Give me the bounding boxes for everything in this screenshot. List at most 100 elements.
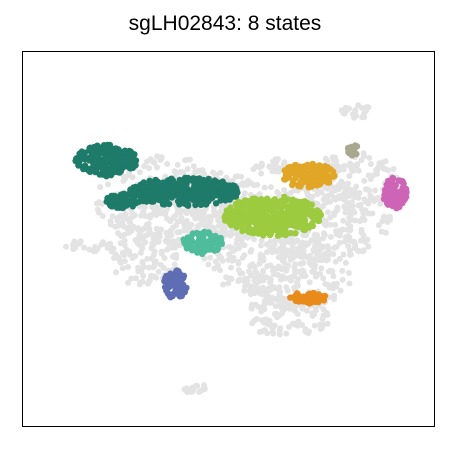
background-point bbox=[366, 154, 373, 161]
background-point bbox=[329, 268, 336, 275]
background-point bbox=[258, 170, 265, 177]
background-point bbox=[302, 326, 309, 333]
background-point bbox=[324, 245, 331, 252]
background-point bbox=[311, 322, 318, 329]
background-point bbox=[283, 284, 290, 291]
state-8-point bbox=[305, 291, 312, 298]
background-point bbox=[362, 198, 369, 205]
background-point bbox=[299, 267, 306, 274]
background-point bbox=[220, 281, 227, 288]
background-point bbox=[267, 276, 274, 283]
state-1-point bbox=[147, 184, 154, 191]
state-4-point bbox=[394, 203, 401, 210]
state-6-point bbox=[211, 247, 218, 254]
background-point bbox=[324, 158, 331, 165]
background-point bbox=[268, 283, 275, 290]
state-2-point bbox=[283, 203, 290, 210]
background-point bbox=[306, 279, 313, 286]
state-1-point bbox=[87, 146, 94, 153]
background-point bbox=[294, 279, 300, 286]
background-point bbox=[228, 228, 235, 235]
state-7-point bbox=[178, 292, 185, 300]
state-3-point bbox=[324, 179, 331, 186]
state-3-point bbox=[304, 161, 311, 168]
background-point bbox=[128, 275, 135, 282]
background-point bbox=[340, 251, 347, 258]
background-point bbox=[233, 240, 240, 247]
background-point bbox=[181, 227, 188, 234]
state-1-point bbox=[202, 185, 210, 192]
background-point bbox=[332, 221, 339, 228]
state-2-point bbox=[274, 232, 282, 239]
background-point bbox=[210, 224, 217, 231]
background-point bbox=[183, 385, 190, 392]
state-1-point bbox=[82, 154, 89, 161]
background-point bbox=[274, 314, 281, 321]
state-1-point bbox=[172, 192, 179, 199]
state-2-point bbox=[249, 226, 257, 233]
state-3-point bbox=[316, 181, 323, 188]
state-1-point bbox=[191, 182, 198, 190]
state-3-point bbox=[321, 165, 329, 173]
state-1-point bbox=[92, 168, 99, 176]
background-point bbox=[378, 228, 385, 235]
background-point bbox=[161, 255, 168, 262]
state-1-point bbox=[97, 144, 104, 151]
background-point bbox=[247, 263, 254, 269]
background-point bbox=[93, 200, 100, 207]
background-point bbox=[302, 272, 309, 279]
background-point bbox=[361, 177, 368, 184]
background-point bbox=[140, 208, 147, 215]
background-point bbox=[327, 198, 333, 205]
state-8-point bbox=[295, 293, 302, 300]
background-point bbox=[294, 237, 301, 244]
background-point bbox=[336, 239, 343, 246]
background-point bbox=[94, 245, 101, 252]
state-2-point bbox=[314, 217, 322, 224]
background-point bbox=[339, 180, 346, 187]
state-1-point bbox=[209, 194, 216, 201]
background-point bbox=[320, 253, 327, 260]
background-point bbox=[346, 247, 353, 254]
background-point bbox=[109, 213, 116, 220]
background-point bbox=[200, 214, 207, 221]
background-point bbox=[344, 200, 351, 206]
background-point bbox=[279, 257, 286, 264]
state-2-point bbox=[259, 213, 266, 220]
background-point bbox=[264, 263, 271, 270]
state-6-point bbox=[212, 232, 219, 240]
state-1-point bbox=[229, 188, 236, 195]
background-point bbox=[345, 193, 352, 200]
state-1-point bbox=[90, 159, 97, 166]
background-point bbox=[300, 246, 307, 253]
background-point bbox=[120, 223, 127, 230]
background-point bbox=[338, 195, 345, 202]
background-point bbox=[253, 269, 260, 276]
state-2-point bbox=[260, 232, 267, 239]
background-point bbox=[331, 195, 338, 201]
state-2-point bbox=[295, 223, 302, 231]
background-point bbox=[136, 169, 143, 176]
state-1-point bbox=[211, 181, 219, 189]
background-point bbox=[71, 238, 78, 245]
background-point bbox=[272, 303, 279, 310]
background-point bbox=[223, 274, 230, 281]
background-point bbox=[357, 237, 364, 244]
background-point bbox=[324, 209, 331, 216]
background-point bbox=[129, 210, 136, 217]
background-point bbox=[341, 238, 348, 245]
background-point bbox=[268, 184, 274, 191]
background-point bbox=[263, 274, 269, 281]
state-1-point bbox=[139, 195, 147, 202]
state-1-point bbox=[130, 194, 138, 202]
background-point bbox=[353, 183, 360, 190]
background-point bbox=[310, 247, 317, 254]
background-point bbox=[236, 276, 243, 283]
background-point bbox=[144, 255, 151, 262]
state-2-point bbox=[234, 217, 242, 225]
background-point bbox=[291, 187, 298, 194]
background-point bbox=[352, 107, 359, 114]
background-point bbox=[151, 206, 158, 213]
background-point bbox=[207, 254, 214, 261]
background-point bbox=[316, 247, 323, 254]
